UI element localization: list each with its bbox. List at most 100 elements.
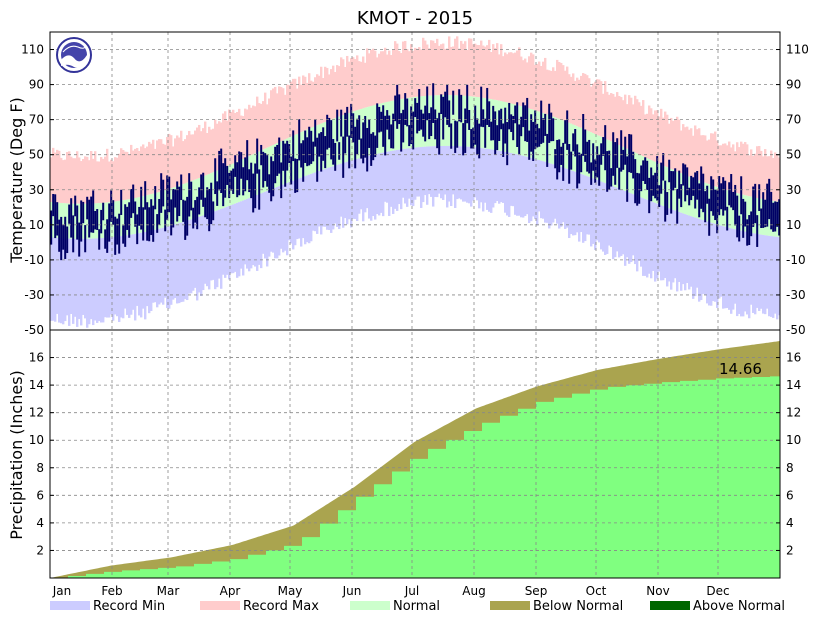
observed-temp-bar (294, 158, 297, 193)
record-min-bar (342, 163, 345, 228)
observed-temp-bar (688, 187, 691, 206)
record-max-bar (334, 71, 337, 119)
record-min-bar (676, 211, 679, 292)
record-min-bar (398, 149, 401, 205)
record-max-bar (268, 98, 271, 147)
temp-tick-label-left: 70 (29, 113, 44, 127)
temp-tick-label-right: 30 (786, 183, 801, 197)
record-max-bar (554, 70, 557, 118)
record-max-bar (498, 54, 501, 101)
record-max-bar (420, 49, 423, 97)
record-min-bar (240, 201, 243, 269)
record-min-bar (666, 207, 669, 287)
record-max-bar (210, 129, 213, 174)
precip-tick-label-right: 12 (786, 406, 801, 420)
observed-temp-bar (744, 201, 747, 227)
record-min-bar (334, 165, 337, 224)
normal-bar (132, 198, 135, 235)
record-max-bar (712, 133, 715, 186)
record-min-bar (256, 194, 259, 271)
record-max-bar (402, 41, 405, 99)
normal-bar (86, 203, 89, 239)
observed-temp-bar (266, 155, 269, 187)
record-min-bar (636, 195, 639, 272)
record-min-bar (574, 171, 577, 236)
record-min-bar (130, 234, 133, 315)
observed-temp-bar (468, 109, 471, 130)
record-max-bar (176, 135, 179, 187)
observed-temp-bar (204, 197, 207, 218)
observed-temp-bar (484, 118, 487, 148)
record-max-bar (338, 66, 341, 117)
normal-bar (674, 170, 677, 211)
observed-temp-bar (364, 115, 367, 158)
record-max-bar (288, 84, 291, 138)
observed-temp-bar (516, 102, 519, 147)
record-max-bar (630, 97, 633, 151)
record-max-bar (482, 45, 485, 98)
record-min-bar (774, 236, 777, 314)
normal-bar (602, 137, 605, 183)
record-min-bar (194, 218, 197, 288)
record-max-bar (56, 149, 59, 203)
record-min-bar (68, 238, 71, 326)
observed-temp-bar (254, 163, 257, 209)
observed-temp-bar (752, 186, 755, 227)
record-max-bar (610, 93, 613, 142)
record-max-bar (374, 50, 377, 105)
record-min-bar (392, 150, 395, 214)
record-min-bar (76, 238, 79, 327)
record-min-bar (174, 224, 177, 299)
observed-temp-bar (564, 120, 567, 144)
record-min-bar (584, 175, 587, 242)
observed-temp-bar (736, 195, 739, 238)
normal-bar (444, 95, 447, 146)
record-max-bar (480, 40, 483, 98)
observed-temp-bar (138, 206, 141, 226)
precip-tick-label-right: 14 (786, 378, 801, 392)
record-max-bar (130, 144, 133, 199)
record-min-bar (450, 145, 453, 207)
record-max-bar (526, 62, 529, 108)
observed-temp-bar (768, 178, 771, 220)
month-label: Jul (404, 584, 419, 598)
record-min-bar (516, 154, 519, 216)
record-min-bar (380, 153, 383, 213)
normal-bar (408, 97, 411, 149)
observed-temp-bar (164, 209, 167, 232)
record-min-bar (428, 146, 431, 195)
observed-temp-bar (592, 143, 595, 171)
record-max-bar (522, 60, 525, 107)
record-max-bar (332, 65, 335, 119)
normal-bar (102, 202, 105, 239)
observed-temp-bar (122, 225, 125, 244)
observed-temp-bar (452, 90, 455, 115)
record-max-bar (440, 44, 443, 96)
observed-temp-bar (248, 169, 251, 193)
record-max-bar (764, 149, 767, 200)
observed-temp-bar (376, 103, 379, 148)
record-max-bar (656, 110, 659, 163)
record-min-bar (720, 225, 723, 297)
record-max-bar (262, 101, 265, 150)
normal-bar (544, 113, 547, 162)
record-min-bar (644, 198, 647, 276)
record-min-bar (328, 167, 331, 231)
observed-temp-bar (220, 148, 223, 194)
temp-tick-label-left: 30 (29, 183, 44, 197)
record-max-bar (722, 143, 725, 189)
observed-temp-bar (56, 202, 59, 236)
observed-temp-bar (222, 163, 225, 207)
observed-temp-bar (684, 164, 687, 202)
observed-temp-bar (290, 156, 293, 185)
record-min-bar (114, 236, 117, 315)
record-min-bar (634, 194, 637, 265)
normal-bar (692, 178, 695, 217)
observed-temp-bar (436, 118, 439, 149)
record-min-bar (734, 229, 737, 304)
observed-temp-bar (778, 199, 781, 236)
observed-temp-bar (338, 142, 341, 160)
normal-bar (426, 95, 429, 147)
observed-temp-bar (706, 185, 709, 204)
record-max-bar (60, 157, 63, 203)
